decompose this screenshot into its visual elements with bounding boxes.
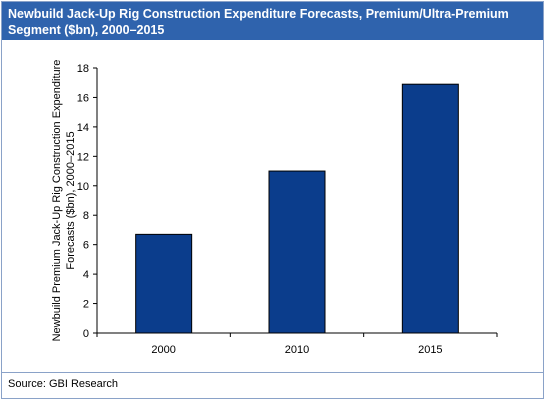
y-tick-label: 6 bbox=[83, 240, 89, 252]
y-axis: 0 2 4 6 8 10 12 14 16 18 bbox=[77, 63, 98, 340]
bar-2015 bbox=[401, 83, 459, 334]
y-tick-label: 18 bbox=[77, 63, 89, 75]
x-tick-label: 2010 bbox=[285, 344, 309, 356]
y-axis-label: Newbuild Premium Jack-Up Rig Constructio… bbox=[51, 60, 77, 342]
y-tick-label: 10 bbox=[77, 181, 89, 193]
bars bbox=[135, 83, 459, 334]
y-axis-label-line: Newbuild Premium Jack-Up Rig Constructio… bbox=[51, 60, 63, 342]
bar-2000 bbox=[135, 233, 193, 334]
y-tick-label: 14 bbox=[77, 122, 89, 134]
bar-2010 bbox=[268, 170, 326, 334]
y-tick-label: 12 bbox=[77, 151, 89, 163]
y-tick-label: 16 bbox=[77, 92, 89, 104]
chart-title: Newbuild Jack-Up Rig Construction Expend… bbox=[2, 2, 543, 40]
x-axis: 2000 2010 2015 bbox=[96, 332, 498, 356]
x-tick-label: 2000 bbox=[151, 344, 175, 356]
y-tick-label: 0 bbox=[83, 328, 89, 340]
y-tick-label: 2 bbox=[83, 299, 89, 311]
source-note: Source: GBI Research bbox=[2, 372, 543, 398]
y-tick-label: 4 bbox=[83, 269, 89, 281]
chart-svg: Newbuild Premium Jack-Up Rig Constructio… bbox=[51, 60, 498, 356]
x-tick-label: 2015 bbox=[418, 344, 442, 356]
y-axis-label-line: Forecasts ($bn), 2000–2015 bbox=[65, 131, 77, 269]
y-tick-label: 8 bbox=[83, 210, 89, 222]
